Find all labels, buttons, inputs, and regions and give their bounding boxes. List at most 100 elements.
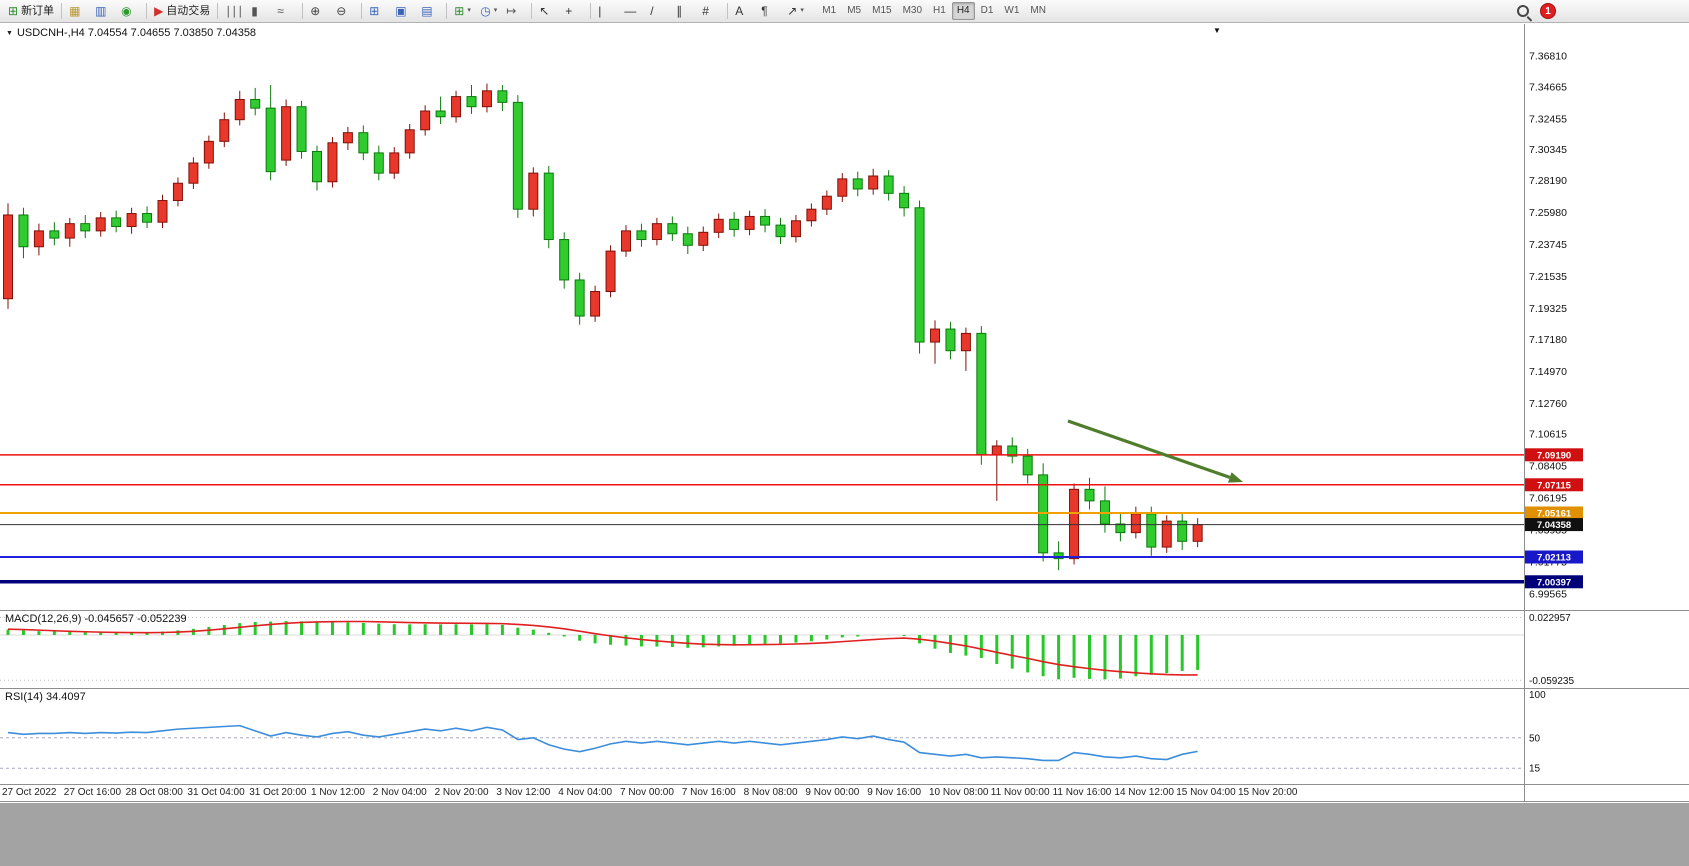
chart-line-button[interactable]: ≈ [273,1,299,21]
indicators-button[interactable]: ◉ [117,1,143,21]
profiles-button[interactable]: ▥ [91,1,117,21]
time-label: 2 Nov 20:00 [434,787,489,798]
text-button[interactable]: A [731,1,757,21]
autotrading-icon: ▶ [154,4,164,18]
zoom-in-button[interactable]: ⊕ [306,1,332,21]
timeframe-m15-button[interactable]: M15 [872,5,892,16]
time-label: 11 Nov 16:00 [1052,787,1112,798]
toolbar-separator [590,3,592,19]
svg-text:7.21535: 7.21535 [1529,271,1567,283]
new-order-button-label: 新订单 [21,5,55,17]
time-label: 7 Nov 16:00 [681,787,736,798]
new-order-button[interactable]: ⊞ 新订单 [4,1,58,21]
rsi-panel[interactable]: 100 50 15 [0,689,1689,784]
timeframe-m30-button[interactable]: M30 [902,5,923,16]
search-icon[interactable] [1517,5,1529,17]
trendline-button[interactable]: / [646,1,672,21]
macd-label: MACD(12,26,9) -0.045657 -0.052239 [5,613,187,625]
new-chart-button[interactable]: ⊞ ▾ [450,1,476,21]
price-axis-divider [1524,24,1525,802]
chart-shift-button[interactable]: ↦ [502,1,528,21]
zoom-out-icon: ⊖ [336,4,347,18]
toolbar-separator [61,3,63,19]
chart-bars-button[interactable]: ∣∣∣ [221,1,247,21]
toolbar-separator [146,3,148,19]
svg-text:7.25980: 7.25980 [1529,207,1567,219]
charts-button[interactable]: ▦ [65,1,91,21]
timeframe-w1-button[interactable]: W1 [1004,5,1020,16]
chevron-down-icon: ▾ [493,7,498,14]
fibonacci-button[interactable]: # [698,1,724,21]
time-label: 11 Nov 00:00 [990,787,1050,798]
charts-icon: ▦ [69,4,81,18]
panel-divider [0,784,1689,785]
vertical-line-button[interactable]: | [594,1,620,21]
svg-text:7.05161: 7.05161 [1537,508,1572,519]
timeframe-h4-button[interactable]: H4 [951,2,975,20]
svg-text:7.14970: 7.14970 [1529,366,1567,378]
arrange-windows-icon: ▤ [421,4,433,18]
toolbar-separator [302,3,304,19]
autotrading-button-label: 自动交易 [166,5,211,17]
svg-text:7.19325: 7.19325 [1529,303,1567,315]
arrows-button[interactable]: ↗ ▾ [783,1,809,21]
time-label: 9 Nov 00:00 [805,787,860,798]
chart-dropdown-arrow-icon[interactable]: ▼ [1213,26,1221,35]
profiles-icon: ▥ [95,4,107,18]
timeframe-d1-button[interactable]: D1 [980,5,994,16]
period-button[interactable]: ◷ ▾ [476,1,502,21]
chevron-down-icon: ▾ [467,7,471,14]
toolbar-groups: ⊞ 新订单 ▦ ▥ ◉ ▶ 自动交易 ∣∣∣ ▮ ≈ ⊕ ⊖ ⊞ ▣ ▤ ⊞ ▾ ◷ ▾ ↦ ↖ + | — / ∥ # A ¶ ↗ ▾ [4,1,809,21]
svg-text:7.17180: 7.17180 [1529,334,1567,346]
svg-text:7.10615: 7.10615 [1529,429,1567,441]
text-label-button[interactable]: ¶ [757,1,783,21]
time-axis[interactable]: 27 Oct 2022 27 Oct 16:00 28 Oct 08:00 31 Oc… [0,785,1689,802]
svg-text:7.30345: 7.30345 [1529,144,1567,156]
new-chart-icon: ⊞ [454,4,465,18]
cursor-button[interactable]: ↖ [535,1,561,21]
autotrading-button[interactable]: ▶ 自动交易 [150,1,214,21]
period-icon: ◷ [480,4,491,18]
zoom-out-button[interactable]: ⊖ [332,1,358,21]
time-label: 27 Oct 2022 [2,787,57,798]
arrows-icon: ↗ [787,4,798,18]
text-label-icon: ¶ [761,4,768,18]
vertical-line-icon: | [598,4,602,18]
time-label: 15 Nov 04:00 [1176,787,1236,798]
arrange-windows-button[interactable]: ▤ [417,1,443,21]
svg-text:15: 15 [1529,764,1541,775]
horizontal-line-button[interactable]: — [620,1,646,21]
toolbar-separator [361,3,363,19]
chart-candles-button[interactable]: ▮ [247,1,273,21]
timeframe-h1-button[interactable]: H1 [933,5,946,16]
svg-text:50: 50 [1529,733,1541,744]
tile-windows-button[interactable]: ⊞ [365,1,391,21]
cascade-windows-button[interactable]: ▣ [391,1,417,21]
chart-menu-arrow-icon[interactable]: ▼ [6,29,13,37]
time-label: 3 Nov 12:00 [496,787,551,798]
horizontal-line-icon: — [624,4,637,18]
chevron-down-icon: ▾ [800,7,804,14]
candlestick-chart[interactable]: 7.36810 7.34665 7.32455 7.30345 7.28190 7.259… [0,24,1689,610]
chart-title-text: USDCNH-,H4 7.04554 7.04655 7.03850 7.043… [16,27,257,39]
toolbar-separator [727,3,729,19]
fibonacci-icon: # [702,4,709,18]
time-label: 28 Oct 08:00 [125,787,183,798]
timeframe-m5-button[interactable]: M5 [847,5,862,16]
time-label: 14 Nov 12:00 [1114,787,1174,798]
panel-divider [0,688,1689,689]
toolbar: ⊞ 新订单 ▦ ▥ ◉ ▶ 自动交易 ∣∣∣ ▮ ≈ ⊕ ⊖ ⊞ ▣ ▤ ⊞ ▾ ◷ ▾ ↦ ↖ + | — / ∥ # A ¶ ↗ ▾ M… [0,0,1689,23]
channel-button[interactable]: ∥ [672,1,698,21]
toolbar-separator [446,3,448,19]
chart-shift-icon: ↦ [506,4,517,18]
svg-text:100: 100 [1529,690,1546,701]
crosshair-button[interactable]: + [561,1,587,21]
timeframe-m1-button[interactable]: M1 [822,5,837,16]
chart-title: ▼ USDCNH-,H4 7.04554 7.04655 7.03850 7.0… [6,27,256,39]
macd-panel[interactable]: 0.022957 -0.059235 [0,611,1689,688]
timeframe-mn-button[interactable]: MN [1030,5,1046,16]
svg-text:7.06195: 7.06195 [1529,493,1567,505]
notification-badge[interactable]: 1 [1540,3,1556,19]
trendline-icon: / [650,4,654,18]
